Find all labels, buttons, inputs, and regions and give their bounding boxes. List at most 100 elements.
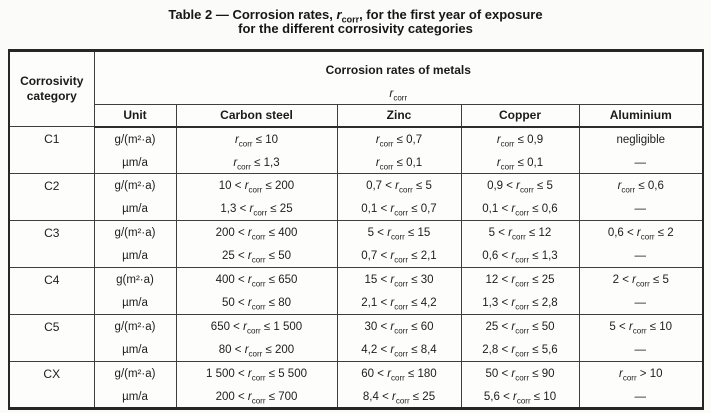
unit-label: µm/a	[122, 391, 148, 403]
unit-cell: g/(m²·a) µm/a	[93, 173, 177, 221]
zinc-cell: 5 < rcorr ≤ 15 0,7 < rcorr ≤ 2,1	[336, 220, 462, 268]
unit-cell: g/(m²·a) µm/a	[93, 361, 177, 409]
copper-cell: 0,9 < rcorr ≤ 5 0,1 < rcorr ≤ 0,6	[460, 173, 580, 221]
carbon-steel-value: 200 < rcorr ≤ 700	[215, 391, 298, 406]
copper-cell: 5 < rcorr ≤ 12 0,6 < rcorr ≤ 1,3	[460, 220, 580, 268]
carbon-steel-cell: rcorr ≤ 10 rcorr ≤ 1,3	[175, 126, 338, 174]
aluminium-value: —	[634, 250, 647, 262]
zinc-cell: 0,7 < rcorr ≤ 5 0,1 < rcorr ≤ 0,7	[336, 173, 462, 221]
copper-value: 25 < rcorr ≤ 50	[485, 321, 555, 336]
unit-label: g/(m²·a)	[114, 368, 156, 380]
category-label: CX	[43, 367, 61, 381]
table-row-cx: CX g/(m²·a) µm/a 1 500 < rcorr ≤ 5 500 200 <…	[8, 361, 704, 409]
zinc-cell: 30 < rcorr ≤ 60 4,2 < rcorr ≤ 8,4	[336, 314, 462, 362]
copper-cell: 25 < rcorr ≤ 50 2,8 < rcorr ≤ 5,6	[460, 314, 580, 362]
copper-cell: 12 < rcorr ≤ 25 1,3 < rcorr ≤ 2,8	[460, 267, 580, 315]
table-row-c5: C5 g/(m²·a) µm/a 650 < rcorr ≤ 1 500 80 < rc…	[8, 314, 704, 362]
zinc-value: 30 < rcorr ≤ 60	[364, 321, 434, 336]
unit-label: µm/a	[122, 156, 148, 169]
category-cell: C5	[8, 314, 95, 362]
zinc-cell: 60 < rcorr ≤ 180 8,4 < rcorr ≤ 25	[336, 361, 462, 409]
aluminium-value: rcorr > 10	[618, 368, 663, 383]
carbon-steel-value: 650 < rcorr ≤ 1 500	[210, 321, 303, 336]
aluminium-value: 0,6 < rcorr ≤ 2	[607, 227, 674, 242]
unit-label: µm/a	[122, 250, 148, 262]
col-header-carbon-steel: Carbon steel	[175, 104, 338, 128]
carbon-steel-value: 80 < rcorr ≤ 200	[218, 344, 295, 359]
unit-label: µm/a	[122, 203, 148, 215]
table-row-c1: C1 g/(m²·a) µm/a rcorr ≤ 10 rcorr ≤ 1,3 rcorr…	[8, 126, 704, 174]
carbon-steel-value: 200 < rcorr ≤ 400	[215, 227, 298, 242]
copper-value: 2,8 < rcorr ≤ 5,6	[482, 344, 558, 359]
corrosion-rates-table: Corrosivity category Corrosion rates of …	[8, 49, 704, 410]
unit-label: g/(m²·a)	[114, 133, 156, 146]
carbon-steel-value: 400 < rcorr ≤ 650	[215, 274, 298, 289]
category-label: C3	[44, 226, 60, 240]
zinc-value: rcorr ≤ 0,1	[375, 156, 423, 171]
zinc-value: 0,7 < rcorr ≤ 5	[366, 180, 432, 195]
category-cell: C1	[8, 126, 95, 174]
aluminium-value: rcorr ≤ 0,6	[617, 180, 664, 195]
table-title: Table 2 — Corrosion rates, rcorr, for th…	[0, 0, 711, 36]
unit-label: µm/a	[122, 297, 148, 309]
table-row-c2: C2 g/(m²·a) µm/a 10 < rcorr ≤ 200 1,3 < rcor…	[8, 173, 704, 221]
corrosivity-category-header: Corrosivity category	[8, 50, 95, 127]
carbon-steel-value: 25 < rcorr ≤ 50	[221, 250, 292, 265]
aluminium-value: 5 < rcorr ≤ 10	[609, 321, 673, 336]
zinc-value: 0,1 < rcorr ≤ 0,7	[361, 203, 437, 218]
zinc-value: 8,4 < rcorr ≤ 25	[362, 391, 436, 406]
zinc-value: 0,7 < rcorr ≤ 2,1	[361, 250, 437, 265]
carbon-steel-value: 50 < rcorr ≤ 80	[221, 297, 292, 312]
carbon-steel-cell: 200 < rcorr ≤ 400 25 < rcorr ≤ 50	[175, 220, 338, 268]
category-label: C5	[44, 320, 60, 334]
copper-value: 1,3 < rcorr ≤ 2,8	[482, 297, 558, 312]
aluminium-value: 2 < rcorr ≤ 5	[612, 274, 669, 289]
table-body: C1 g/(m²·a) µm/a rcorr ≤ 10 rcorr ≤ 1,3 rcorr…	[8, 126, 704, 409]
copper-value: 0,1 < rcorr ≤ 0,6	[482, 203, 558, 218]
category-cell: C4	[8, 267, 95, 315]
copper-value: rcorr ≤ 0,1	[496, 156, 544, 171]
copper-cell: rcorr ≤ 0,9 rcorr ≤ 0,1	[460, 126, 580, 174]
table-title-line2: for the different corrosivity categories	[238, 21, 473, 36]
zinc-value: 5 < rcorr ≤ 15	[367, 227, 431, 242]
aluminium-value: —	[634, 297, 647, 309]
carbon-steel-value: rcorr ≤ 1,3	[233, 156, 280, 171]
aluminium-cell: 5 < rcorr ≤ 10 —	[578, 314, 704, 362]
unit-cell: g/(m²·a) µm/a	[93, 220, 177, 268]
category-cell: C3	[8, 220, 95, 268]
table-header: Corrosivity category Corrosion rates of …	[8, 50, 704, 128]
col-header-zinc: Zinc	[336, 104, 462, 128]
col-header-aluminium: Aluminium	[578, 104, 704, 128]
copper-value: 12 < rcorr ≤ 25	[485, 274, 555, 289]
table-row-c3: C3 g/(m²·a) µm/a 200 < rcorr ≤ 400 25 < rcor…	[8, 220, 704, 268]
aluminium-cell: 0,6 < rcorr ≤ 2 —	[578, 220, 704, 268]
col-header-unit: Unit	[93, 104, 177, 128]
zinc-value: 60 < rcorr ≤ 180	[361, 368, 437, 383]
column-header-row: Unit Carbon steel Zinc Copper Aluminium	[9, 104, 704, 128]
zinc-value: 2,1 < rcorr ≤ 4,2	[361, 297, 437, 312]
carbon-steel-value: rcorr ≤ 10	[234, 133, 279, 148]
carbon-steel-value: 1 500 < rcorr ≤ 5 500	[206, 368, 307, 383]
zinc-cell: rcorr ≤ 0,7 rcorr ≤ 0,1	[336, 126, 462, 174]
unit-label: g/(m²·a)	[114, 180, 156, 192]
aluminium-cell: rcorr > 10 —	[578, 361, 704, 409]
corrosion-rates-group-header: Corrosion rates of metals rcorr	[93, 50, 704, 105]
group-header-row: Corrosivity category Corrosion rates of …	[8, 50, 704, 127]
unit-label: g/(m²·a)	[114, 321, 156, 333]
carbon-steel-cell: 400 < rcorr ≤ 650 50 < rcorr ≤ 80	[175, 267, 338, 315]
unit-label: g/(m²·a)	[114, 227, 156, 239]
carbon-steel-cell: 1 500 < rcorr ≤ 5 500 200 < rcorr ≤ 700	[175, 361, 338, 409]
zinc-value: 4,2 < rcorr ≤ 8,4	[361, 344, 437, 359]
aluminium-cell: rcorr ≤ 0,6 —	[578, 173, 704, 221]
zinc-cell: 15 < rcorr ≤ 30 2,1 < rcorr ≤ 4,2	[336, 267, 462, 315]
copper-value: 50 < rcorr ≤ 90	[485, 368, 555, 383]
carbon-steel-value: 1,3 < rcorr ≤ 25	[220, 203, 293, 218]
group-header-label: Corrosion rates of metals	[325, 63, 471, 77]
copper-value: rcorr ≤ 0,9	[496, 133, 544, 148]
copper-value: 0,6 < rcorr ≤ 1,3	[482, 250, 558, 265]
unit-cell: g/(m²·a) µm/a	[93, 314, 177, 362]
category-cell: C2	[8, 173, 95, 221]
aluminium-value: —	[634, 344, 647, 356]
category-cell: CX	[8, 361, 95, 409]
